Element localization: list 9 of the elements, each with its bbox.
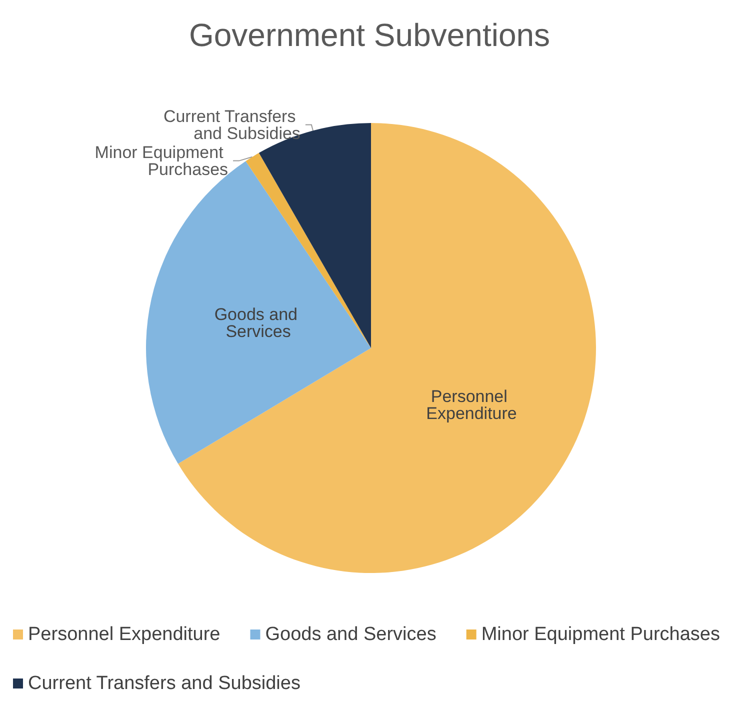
slice-label: Current Transfers and Subsidies <box>163 106 300 143</box>
slice-label: Goods and Services <box>214 304 302 341</box>
legend-label: Current Transfers and Subsidies <box>28 673 300 694</box>
chart-title: Government Subventions <box>188 17 550 53</box>
legend-label: Personnel Expenditure <box>28 624 220 645</box>
slice-label: Personnel Expenditure <box>426 386 517 423</box>
legend-label: Goods and Services <box>265 624 436 645</box>
slice-label: Minor Equipment Purchases <box>94 142 228 179</box>
legend-label: Minor Equipment Purchases <box>481 624 720 645</box>
